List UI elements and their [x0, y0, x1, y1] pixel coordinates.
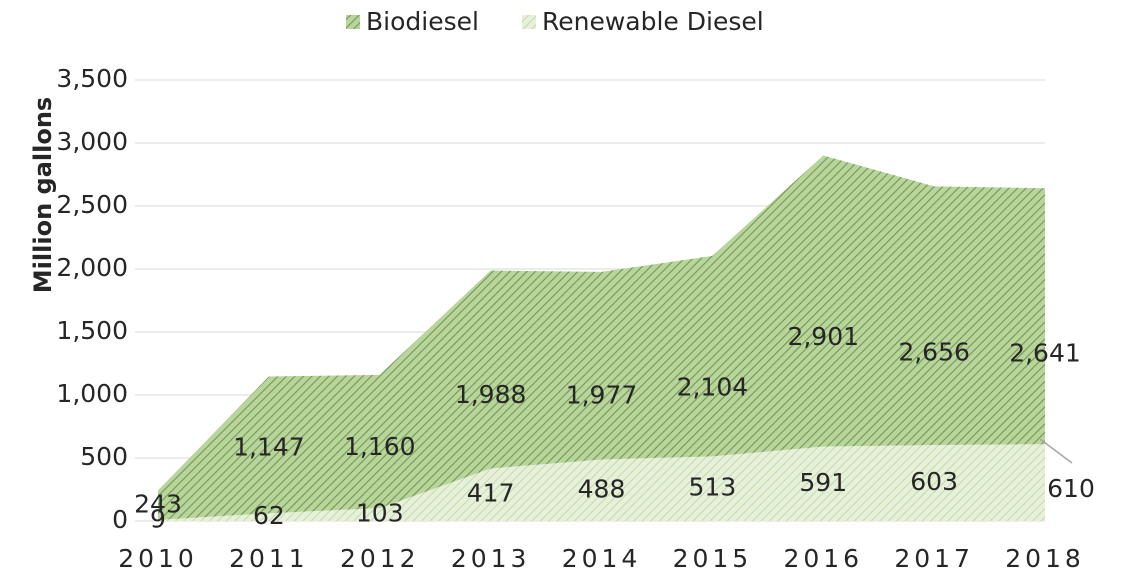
leader-line: [1039, 438, 1073, 464]
data-label: 2,901: [787, 322, 859, 351]
area: [158, 155, 1045, 521]
legend-swatch: [346, 15, 360, 29]
x-tick-label: 2015: [673, 544, 753, 573]
data-label: 1,977: [566, 380, 638, 409]
y-tick-label: 2,500: [56, 190, 128, 219]
x-tick-label: 2012: [340, 544, 420, 573]
data-label: 2,641: [1009, 339, 1081, 368]
x-tick-label: 2017: [894, 544, 974, 573]
x-tick-label: 2011: [229, 544, 309, 573]
data-label: 103: [356, 499, 404, 528]
data-label: 9: [150, 504, 166, 533]
y-tick-label: 3,500: [56, 64, 128, 93]
x-tick-label: 2010: [118, 544, 198, 573]
data-label: 603: [910, 467, 958, 496]
x-tick-label: 2013: [451, 544, 531, 573]
x-tick-label: 2014: [562, 544, 642, 573]
area: [158, 444, 1045, 521]
data-label: 62: [253, 501, 285, 530]
data-label: 417: [467, 479, 515, 508]
data-label: 610: [1047, 474, 1095, 503]
data-label: 488: [578, 474, 626, 503]
y-tick-label: 2,000: [56, 253, 128, 282]
y-axis-title: Million gallons: [29, 97, 57, 293]
data-label: 2,656: [898, 338, 970, 367]
data-label: 1,160: [344, 432, 416, 461]
legend-label: Renewable Diesel: [542, 7, 764, 36]
y-tick-label: 3,000: [56, 127, 128, 156]
legend-label: Biodiesel: [366, 7, 479, 36]
legend-swatch: [522, 15, 536, 29]
y-tick-label: 1,000: [56, 379, 128, 408]
y-tick-label: 0: [112, 505, 128, 534]
data-label: 243: [134, 490, 182, 519]
data-label: 2,104: [677, 372, 749, 401]
x-tick-label: 2018: [1005, 544, 1085, 573]
data-label: 591: [799, 468, 847, 497]
y-tick-label: 500: [80, 442, 128, 471]
x-tick-label: 2016: [783, 544, 863, 573]
data-label: 1,147: [233, 433, 305, 462]
data-label: 1,988: [455, 380, 527, 409]
y-tick-label: 1,500: [56, 316, 128, 345]
data-label: 513: [689, 473, 737, 502]
